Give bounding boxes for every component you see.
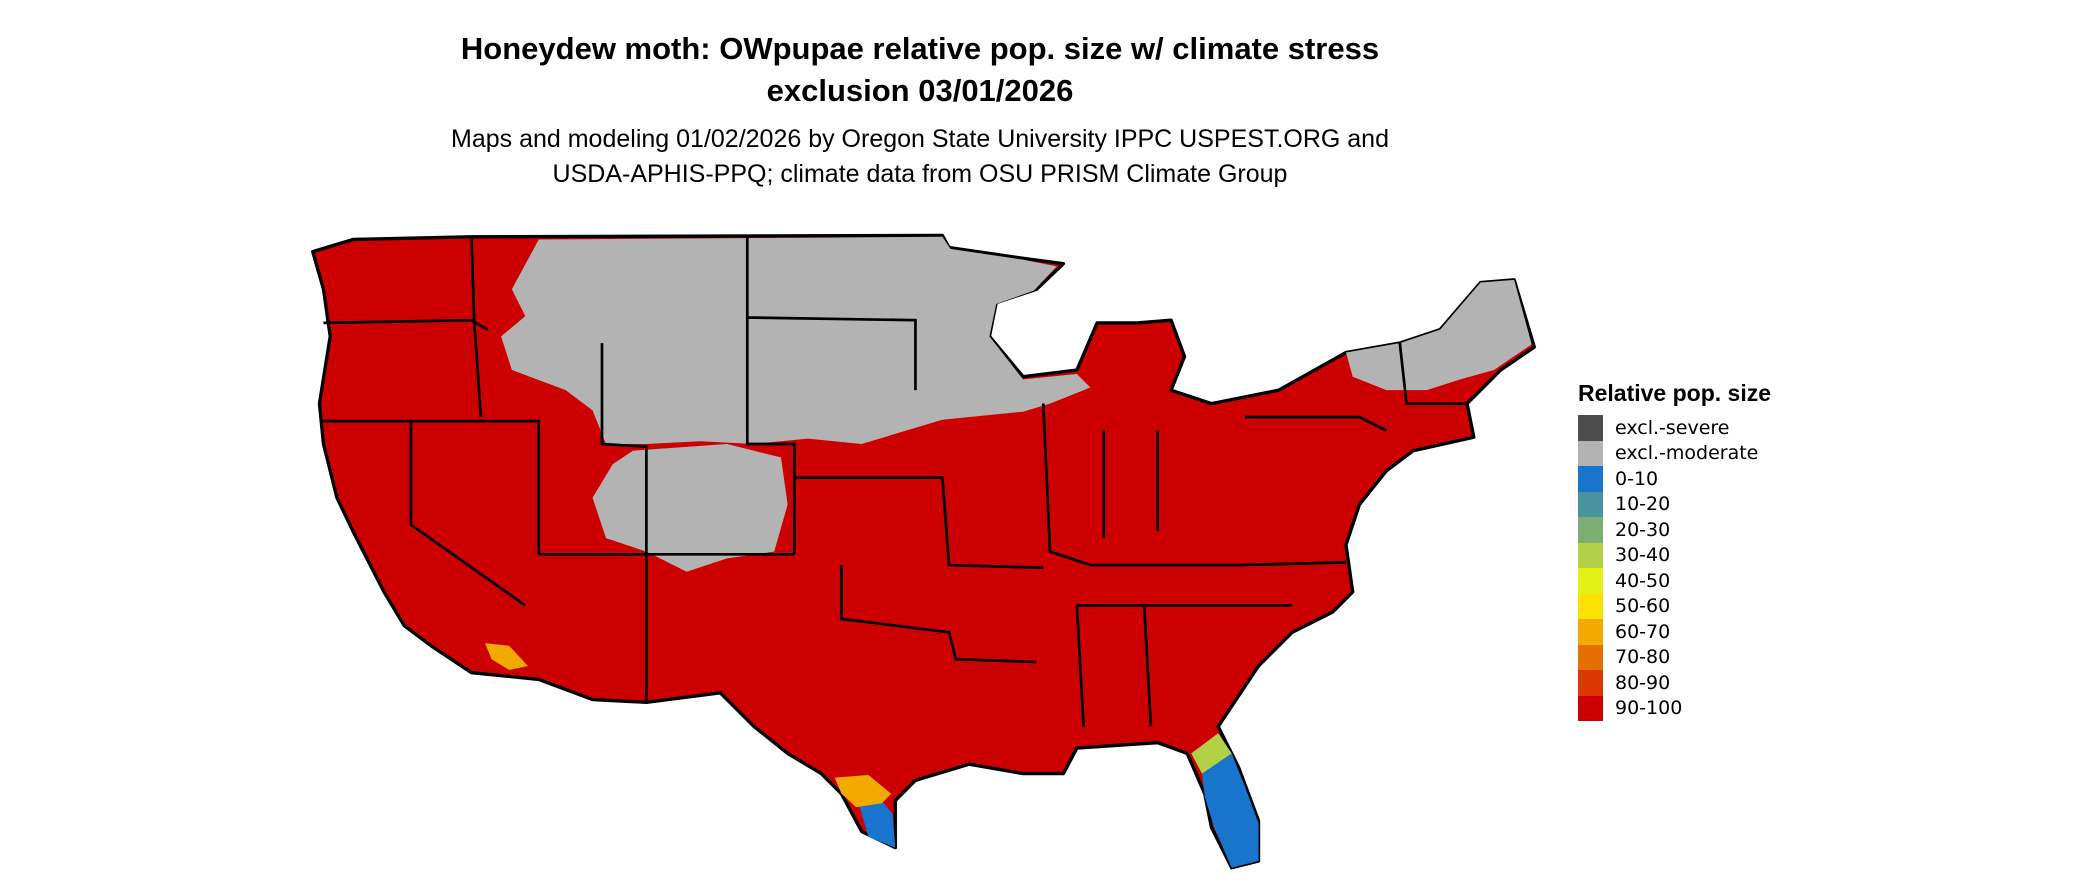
legend-item: 0-10 bbox=[1578, 466, 1771, 492]
texas-low-region bbox=[858, 800, 896, 848]
legend-swatch bbox=[1578, 568, 1603, 594]
legend-label: 50-60 bbox=[1615, 595, 1671, 618]
map-subtitle: Maps and modeling 01/02/2026 by Oregon S… bbox=[0, 122, 1840, 192]
legend-swatch bbox=[1578, 644, 1603, 670]
legend-label: 0-10 bbox=[1615, 467, 1659, 490]
legend-items: excl.-severe excl.-moderate 0-10 10-20 20-30… bbox=[1578, 415, 1771, 721]
legend-swatch bbox=[1578, 670, 1603, 696]
legend-swatch bbox=[1578, 466, 1603, 492]
legend-item: 70-80 bbox=[1578, 644, 1771, 670]
legend-item: excl.-severe bbox=[1578, 415, 1771, 441]
legend-swatch bbox=[1578, 415, 1603, 441]
legend-item: 40-50 bbox=[1578, 568, 1771, 594]
legend-label: 40-50 bbox=[1615, 569, 1671, 592]
legend-label: excl.-severe bbox=[1615, 416, 1730, 439]
florida-mid-band bbox=[1191, 733, 1232, 774]
legend-item: excl.-moderate bbox=[1578, 440, 1771, 466]
title-line-2: exclusion 03/01/2026 bbox=[766, 73, 1074, 108]
excl-moderate-northeast-region bbox=[1345, 279, 1532, 391]
legend-title: Relative pop. size bbox=[1578, 380, 1772, 406]
legend-label: 30-40 bbox=[1615, 544, 1671, 567]
legend-swatch bbox=[1578, 695, 1603, 721]
legend-swatch bbox=[1578, 491, 1603, 517]
legend-swatch bbox=[1578, 542, 1603, 568]
legend-label: 70-80 bbox=[1615, 646, 1671, 669]
legend-label: 10-20 bbox=[1615, 493, 1671, 516]
excl-moderate-colorado-region bbox=[592, 443, 788, 572]
legend-item: 30-40 bbox=[1578, 542, 1771, 568]
state-borders bbox=[323, 236, 1468, 727]
legend-item: 20-30 bbox=[1578, 517, 1771, 543]
legend-label: 20-30 bbox=[1615, 518, 1671, 541]
legend-item: 90-100 bbox=[1578, 695, 1771, 721]
excl-moderate-north-region bbox=[501, 236, 1091, 444]
arizona-mid-band bbox=[484, 643, 528, 671]
legend-label: excl.-moderate bbox=[1615, 442, 1759, 465]
legend-swatch bbox=[1578, 440, 1603, 466]
legend-item: 80-90 bbox=[1578, 670, 1771, 696]
map-title: Honeydew moth: OWpupae relative pop. siz… bbox=[0, 28, 1840, 112]
legend-swatch bbox=[1578, 593, 1603, 619]
texas-mid-band bbox=[834, 774, 892, 808]
legend-label: 90-100 bbox=[1615, 697, 1683, 720]
florida-low-region bbox=[1202, 753, 1259, 868]
legend-label: 80-90 bbox=[1615, 671, 1671, 694]
legend-swatch bbox=[1578, 619, 1603, 645]
title-line-1: Honeydew moth: OWpupae relative pop. siz… bbox=[460, 31, 1380, 66]
legend-item: 60-70 bbox=[1578, 619, 1771, 645]
legend-item: 50-60 bbox=[1578, 593, 1771, 619]
subtitle-line-2: USDA-APHIS-PPQ; climate data from OSU PR… bbox=[552, 160, 1288, 188]
legend-swatch bbox=[1578, 517, 1603, 543]
legend-label: 60-70 bbox=[1615, 620, 1671, 643]
subtitle-line-1: Maps and modeling 01/02/2026 by Oregon S… bbox=[451, 125, 1389, 153]
legend: Relative pop. size excl.-severe excl.-mod… bbox=[1578, 380, 1771, 721]
legend-item: 10-20 bbox=[1578, 491, 1771, 517]
